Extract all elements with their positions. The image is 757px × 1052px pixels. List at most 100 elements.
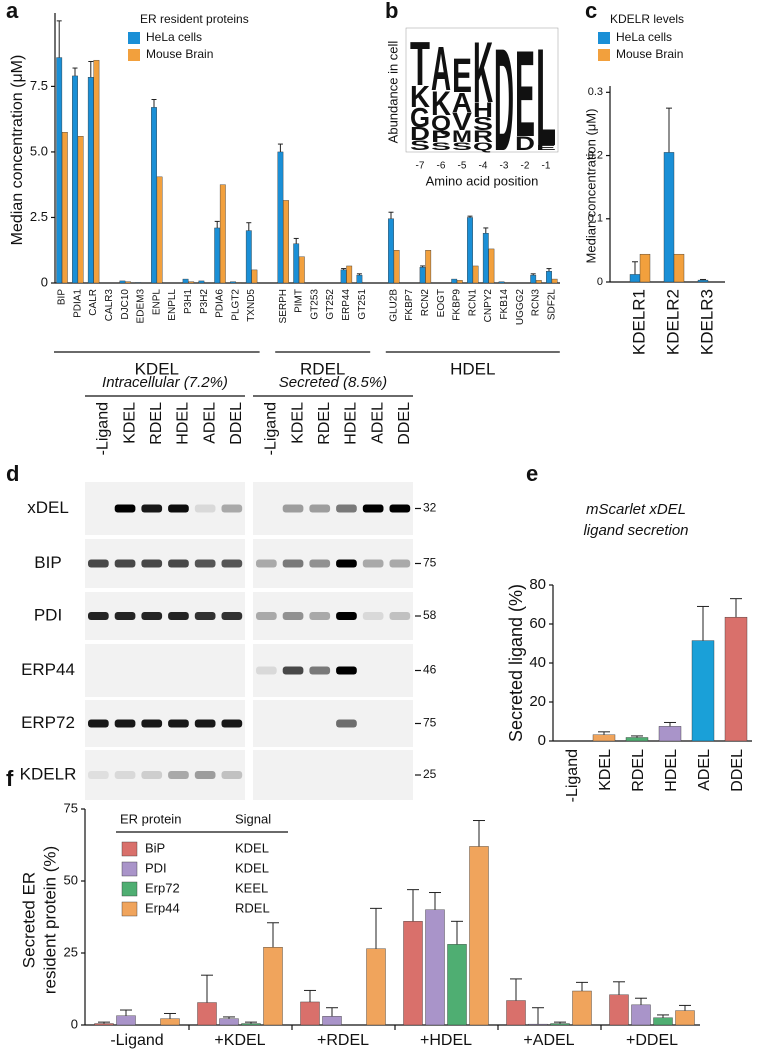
blot-band <box>362 612 384 620</box>
y-tick-label: 0.1 <box>588 213 603 225</box>
legend-swatch <box>598 32 610 44</box>
marker-label: 58 <box>423 608 437 622</box>
logo-letter: D <box>410 124 430 144</box>
blot-band <box>256 612 277 620</box>
bar <box>609 994 629 1026</box>
bar <box>87 77 94 284</box>
error-bar <box>304 989 316 1002</box>
y-tick-label: 0 <box>538 732 546 749</box>
error-bar <box>429 892 441 910</box>
error-bar <box>88 60 94 78</box>
y-tick-label: 0 <box>71 1016 78 1031</box>
logo-letter: K <box>473 24 493 120</box>
blot-band <box>194 504 216 513</box>
blot-band <box>221 719 243 728</box>
bar <box>419 267 426 284</box>
x-tick-label: RCN2 <box>420 289 431 317</box>
logo-letter: S <box>473 114 493 134</box>
blot-band <box>221 504 243 513</box>
panel-label: d <box>6 461 19 486</box>
panel-label: f <box>6 766 14 791</box>
error-bar <box>341 268 347 270</box>
blot-band <box>168 612 189 620</box>
bar <box>472 265 479 284</box>
blot-band <box>309 559 331 568</box>
legend-swatch <box>128 32 140 44</box>
x-tick-label: -Ligand <box>564 749 581 802</box>
x-tick-label: KDELR1 <box>629 289 648 355</box>
bar <box>506 1000 526 1026</box>
x-tick-label: FKBP7 <box>404 289 415 321</box>
x-tick-label: -1 <box>542 161 551 172</box>
error-bar <box>214 220 220 228</box>
logo-letter: P <box>431 127 451 146</box>
error-bar <box>657 1014 669 1018</box>
x-tick-label: -Ligand <box>110 1032 163 1049</box>
x-tick-label: SERPH <box>278 289 289 323</box>
bar <box>77 136 84 284</box>
x-tick-label: -6 <box>437 161 446 172</box>
blot-band <box>309 504 331 513</box>
blot-band <box>141 719 163 728</box>
x-tick-label: UGGG2 <box>515 289 526 326</box>
blot-band <box>221 559 243 568</box>
logo-letter: A <box>452 87 472 118</box>
blot-band <box>336 719 357 728</box>
blot-strip <box>253 539 413 588</box>
bar <box>283 200 289 284</box>
blot-band <box>282 504 304 513</box>
error-bar <box>532 1007 544 1025</box>
lane-label: DDEL <box>396 402 413 445</box>
x-tick-label: +DDEL <box>626 1032 678 1049</box>
blot-band <box>194 612 216 620</box>
blot-band <box>114 504 136 513</box>
bar <box>546 271 552 284</box>
bar <box>245 230 252 284</box>
y-tick-label: 75 <box>64 800 78 815</box>
logo-letter: L <box>536 19 556 175</box>
lane-label: DDEL <box>228 402 245 445</box>
bar <box>456 280 463 284</box>
error-bar <box>664 721 676 727</box>
blot-band <box>168 719 189 728</box>
blot-band <box>194 771 216 779</box>
logo-letter: S <box>452 140 472 152</box>
blot-band <box>141 612 163 620</box>
blot-strip <box>85 482 245 535</box>
bar <box>300 1001 320 1026</box>
logo-letter: Q <box>473 140 493 152</box>
x-tick-label: PIMT <box>294 289 305 313</box>
error-bar <box>510 978 522 1001</box>
error-bar <box>388 211 394 219</box>
error-bar <box>56 20 62 58</box>
blot-band <box>256 666 277 675</box>
error-bar <box>483 227 489 234</box>
bar <box>182 278 189 284</box>
bar <box>241 1023 261 1026</box>
error-bar <box>697 605 709 641</box>
lane-label: KDEL <box>289 402 306 444</box>
x-tick-label: KDELR2 <box>663 289 682 355</box>
blot-band <box>141 504 163 513</box>
y-tick-label: 60 <box>529 615 546 632</box>
bar <box>356 274 363 284</box>
bar <box>724 616 748 742</box>
logo-letter: T <box>410 29 430 99</box>
bar <box>675 1010 695 1026</box>
bar <box>125 281 131 284</box>
error-bar <box>700 278 706 281</box>
error-bar <box>277 143 283 152</box>
blot-band <box>194 559 216 568</box>
legend-signal: KEEL <box>235 880 268 895</box>
bar <box>535 280 542 284</box>
y-tick-label: 50 <box>64 872 78 887</box>
group-label: KDEL <box>135 359 179 378</box>
y-tick-label: 0.3 <box>588 86 603 98</box>
bar <box>198 280 205 284</box>
bar <box>658 726 682 742</box>
bar <box>214 227 221 284</box>
bar <box>116 1015 136 1026</box>
marker-label: 75 <box>423 716 437 730</box>
legend-signal: RDEL <box>235 900 270 915</box>
x-tick-label: -7 <box>416 161 425 172</box>
